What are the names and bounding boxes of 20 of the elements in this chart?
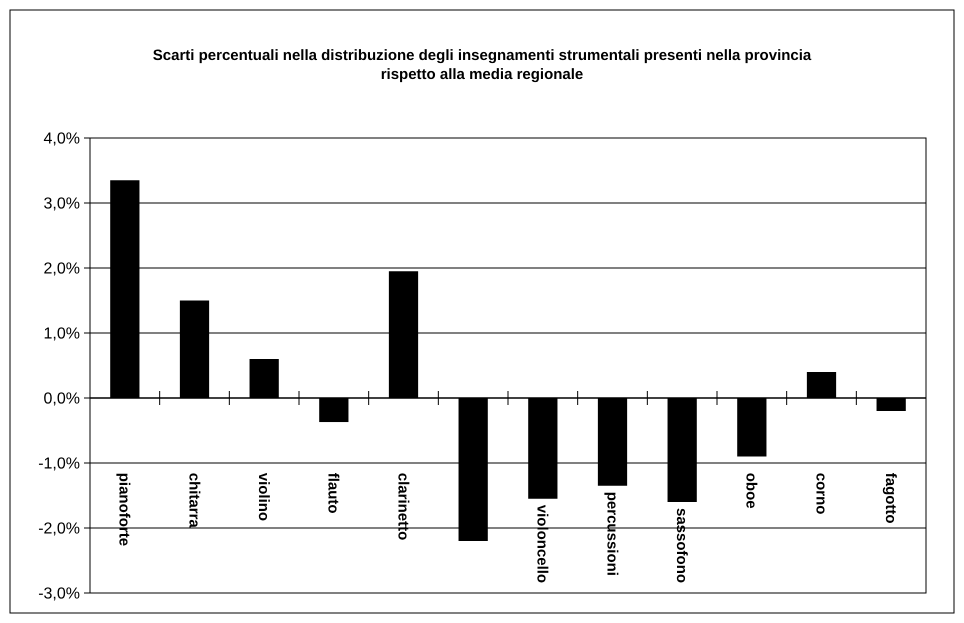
x-tick-label: violoncello [534, 504, 551, 584]
y-tick-label: -1,0% [38, 456, 80, 473]
y-tick-label: 4,0% [44, 130, 80, 148]
x-tick-label: fagotto [882, 472, 899, 524]
chart-title: Scarti percentuali nella distribuzione degli insegnamenti strumentali presenti nella provincia rispetto alla media regionale [152, 47, 812, 83]
x-tick-label: corno [812, 472, 830, 514]
y-tick-label: -2,0% [38, 520, 80, 538]
y-tick-label: 3,0% [44, 196, 80, 213]
x-tick-label: chitarra [185, 472, 202, 528]
x-tick-label: violino [254, 472, 272, 522]
x-tick-label: pianoforte [116, 472, 133, 546]
y-tick-label: 2,0% [44, 260, 80, 278]
x-tick-label: percussioni [603, 492, 620, 576]
x-tick-label: flauto [324, 472, 342, 514]
x-tick-label: clarinetto [394, 472, 412, 540]
y-tick-label: 1,0% [44, 326, 80, 343]
y-tick-label: 0,0% [44, 390, 80, 408]
x-tick-label: sassofono [672, 508, 690, 584]
y-tick-label: -3,0% [38, 586, 80, 603]
x-tick-label: oboe [742, 472, 760, 509]
